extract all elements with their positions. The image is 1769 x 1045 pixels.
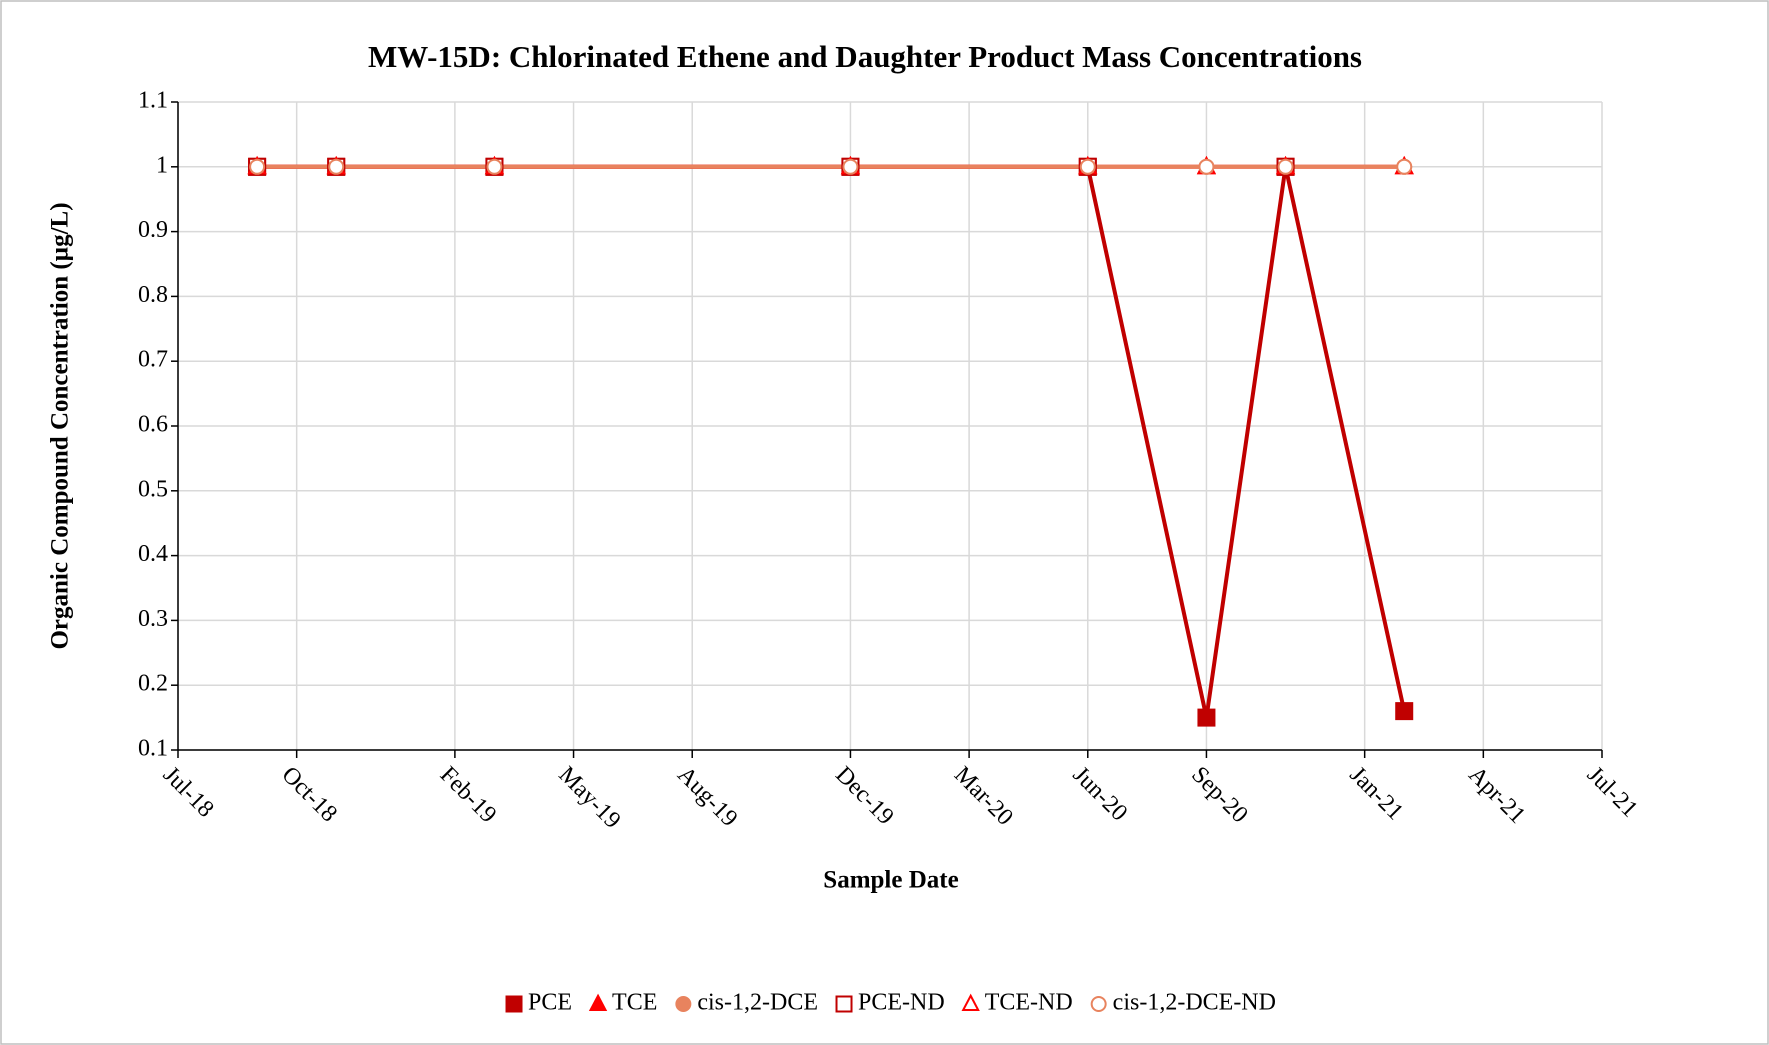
legend-symbol [588, 993, 608, 1011]
marker [486, 158, 503, 175]
y-tick-label: 0.2 [138, 671, 168, 697]
legend-label: PCE-ND [858, 990, 945, 1016]
y-tick-label: 1.1 [138, 88, 168, 114]
legend-label: TCE [612, 990, 657, 1016]
legend: PCE TCE cis-1,2-DCE PCE-ND TCE-ND cis-1,2-DCE… [505, 990, 1276, 1016]
y-tick-label: 0.5 [138, 476, 168, 502]
legend-label: cis-1,2-DCE [697, 990, 818, 1016]
marker [842, 158, 859, 175]
marker [1197, 708, 1216, 727]
marker [1396, 158, 1413, 175]
legend-label: TCE-ND [985, 990, 1073, 1016]
y-tick-label: 0.7 [138, 347, 168, 373]
legend-symbol [675, 996, 692, 1012]
chart-title: MW-15D: Chlorinated Ethene and Daughter … [368, 39, 1362, 74]
legend-symbol [961, 993, 980, 1011]
marker [328, 158, 345, 175]
y-tick-label: 0.8 [138, 282, 168, 308]
y-tick-label: 0.6 [138, 412, 168, 438]
marker [1395, 702, 1414, 721]
y-axis-title: Organic Compound Concentration (µg/L) [47, 202, 74, 649]
y-tick-label: 0.1 [138, 736, 168, 762]
marker [1277, 158, 1294, 175]
y-tick-label: 0.9 [138, 217, 168, 243]
legend-symbol [1090, 996, 1107, 1012]
legend-symbol [835, 995, 853, 1013]
marker [1079, 158, 1096, 175]
legend-label: PCE [528, 990, 572, 1016]
y-tick-label: 0.4 [138, 541, 168, 567]
legend-label: cis-1,2-DCE-ND [1113, 990, 1276, 1016]
y-tick-label: 0.3 [138, 606, 168, 632]
marker [1198, 158, 1215, 175]
legend-symbol [505, 995, 523, 1013]
marker [249, 158, 266, 175]
y-tick-label: 1 [156, 152, 168, 178]
x-axis-title: Sample Date [823, 867, 958, 894]
